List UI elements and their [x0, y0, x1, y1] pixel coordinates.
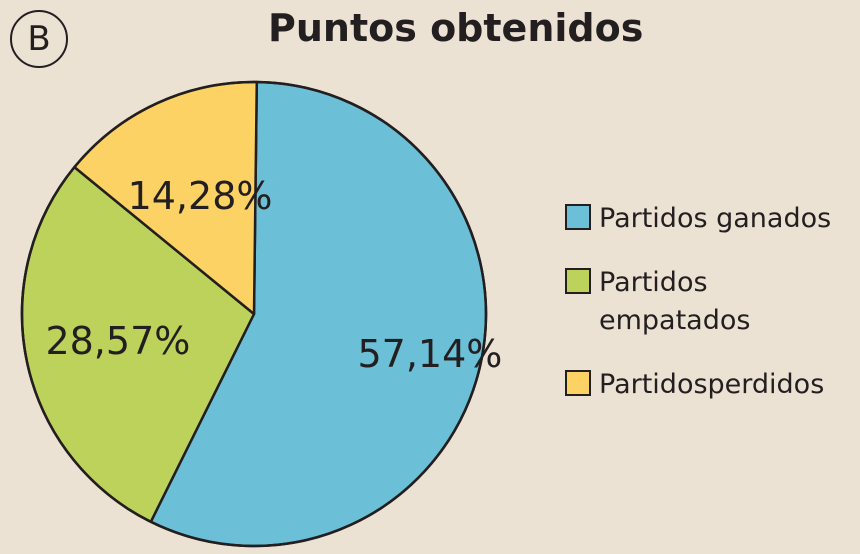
legend-swatch-ganados: [565, 204, 591, 230]
legend-item-empatados: Partidos empatados: [565, 264, 855, 340]
pie-outline: [20, 80, 488, 548]
legend-item-ganados: Partidos ganados: [565, 200, 855, 238]
slice-value-label-perdidos: 14,28%: [128, 174, 273, 218]
slice-value-label-empatados: 28,57%: [45, 319, 190, 363]
legend-label-perdidos: Partidosperdidos: [599, 369, 825, 400]
legend-swatch-perdidos: [565, 370, 591, 396]
legend-label-empatados: Partidos empatados: [599, 267, 751, 336]
legend-item-perdidos: Partidosperdidos: [565, 366, 855, 404]
slice-value-label-ganados: 57,14%: [357, 332, 502, 376]
legend-label-ganados: Partidos ganados: [599, 203, 832, 234]
chart-letter-badge: B: [10, 10, 68, 68]
legend-swatch-empatados: [565, 268, 591, 294]
chart-title: Puntos obtenidos: [268, 6, 644, 50]
legend: Partidos ganados Partidos empatados Part…: [565, 200, 855, 430]
